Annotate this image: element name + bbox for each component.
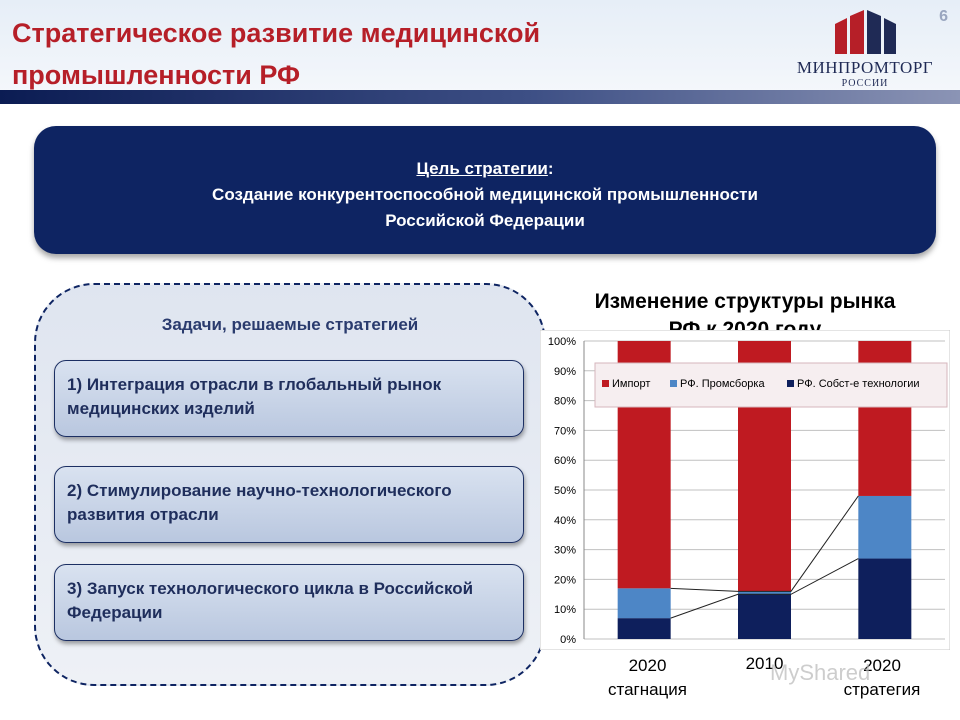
series-connector [670,558,859,619]
y-tick-label: 0% [560,634,576,646]
bar-segment [617,618,671,639]
goal-label: Цель стратегии [416,159,548,178]
category-year-2: 2010 [745,654,784,673]
category-sub-3: стратегия [843,680,921,699]
legend-label: Импорт [612,378,650,390]
goal-box: Цель стратегии: Создание конкурентоспосо… [34,126,936,254]
category-label-3: 2020 стратегия [828,654,936,702]
header-stripe [0,90,960,104]
goal-colon: : [547,159,554,178]
y-tick-label: 90% [554,366,576,378]
category-sub-1: стагнация [607,680,688,699]
legend-swatch [602,380,609,387]
task-1: 1) Интеграция отрасли в глобальный рынок… [54,360,524,437]
legend-box [594,362,948,408]
task-2: 2) Стимулирование научно-технологическог… [54,466,524,543]
y-tick-label: 80% [554,396,576,408]
legend-label: РФ. Собст-е технологии [797,378,920,390]
bar-segment [858,495,912,559]
category-label-2: 2010 [712,652,817,676]
y-tick-label: 40% [554,515,576,527]
tasks-title: Задачи, решаемые стратегией [161,315,419,334]
bar-segment [738,594,791,639]
category-year-3: 2020 [863,656,901,675]
ministry-logo-icon [835,10,896,54]
stacked-bar-chart: 0% 10% 20% 30% 40% 50% 60% 70% 80% 90% 100% Импорт Р… [540,330,950,650]
legend-swatch [670,380,677,387]
logo-text: МИНПРОМТОРГ [796,58,934,77]
goal-heading: Цель стратегии: [34,156,936,182]
category-year-1: 2020 [628,656,667,675]
y-tick-label: 30% [554,545,576,557]
goal-text-line1: Создание конкурентоспособной медицинской… [212,185,758,204]
y-tick-label: 10% [554,604,576,616]
ministry-logo: МИНПРОМТОРГ РОССИИ [790,10,940,90]
page-number: 6 [939,8,948,25]
task-3: 3) Запуск технологического цикла в Росси… [54,564,524,641]
category-label-1: 2020 стагнация [595,654,700,702]
y-tick-label: 60% [554,455,576,467]
y-tick-label: 50% [554,485,576,497]
legend-swatch [787,380,794,387]
y-tick-label: 70% [554,425,576,437]
bar-segment [617,588,671,619]
watermark: MyShared [770,660,871,685]
tasks-panel: Задачи, решаемые стратегией 1) Интеграци… [34,283,546,686]
logo-subtext: РОССИИ [841,78,889,89]
series-connector [670,495,859,592]
legend-label: РФ. Промсборка [680,378,765,390]
y-tick-label: 100% [548,336,576,348]
bar-segment [858,558,912,639]
bar-segment [738,591,791,595]
page-title: Стратегическое развитие медицинской пром… [12,18,541,90]
goal-text-line2: Российской Федерации [385,211,585,230]
header-band [0,0,960,93]
y-tick-label: 20% [554,574,576,586]
